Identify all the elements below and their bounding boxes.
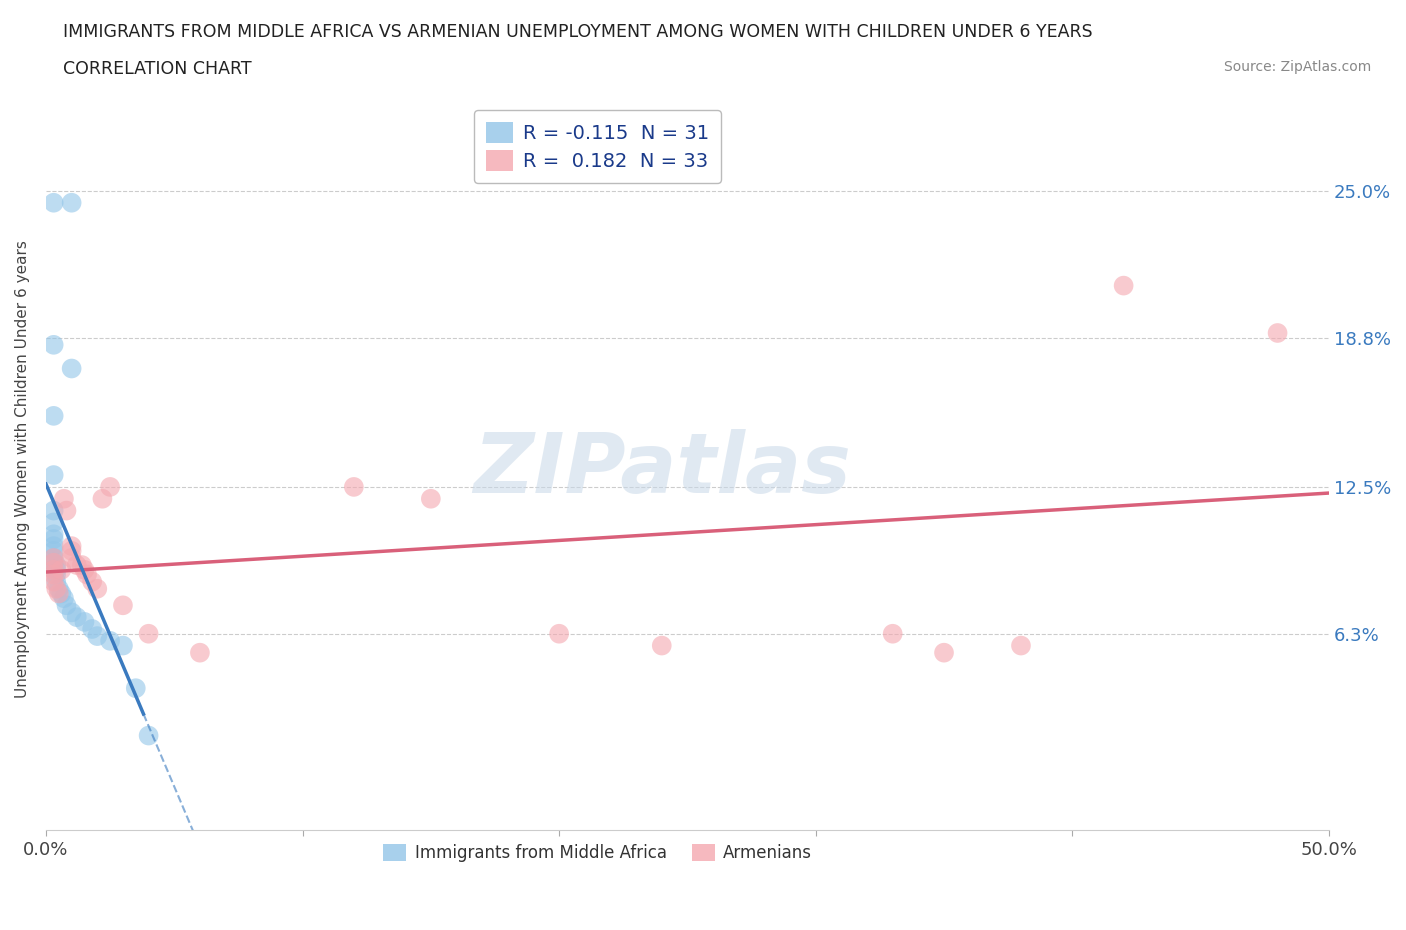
Point (91, 491, 114, 506)
Point (73, 615, 96, 630)
Point (45, 574, 67, 589)
Point (42, 515, 65, 530)
Point (1267, 326, 1289, 340)
Point (45, 567, 67, 582)
Point (48, 586, 70, 601)
Point (651, 638, 673, 653)
Point (98, 480, 121, 495)
Point (111, 598, 134, 613)
Point (55, 598, 77, 613)
Point (42, 551, 65, 565)
Point (42, 468, 65, 483)
Point (42, 338, 65, 352)
Point (73, 563, 96, 578)
Point (111, 638, 134, 653)
Point (45, 563, 67, 578)
Point (42, 555, 65, 570)
Point (60, 605, 83, 620)
Point (98, 633, 121, 648)
Point (882, 626, 904, 641)
Point (42, 526, 65, 541)
Point (932, 645, 955, 660)
Point (52, 591, 75, 605)
Point (60, 195, 83, 210)
Point (343, 480, 366, 495)
Point (66, 610, 89, 625)
Point (70, 558, 93, 573)
Point (42, 567, 65, 582)
Point (1112, 278, 1135, 293)
Point (55, 503, 77, 518)
Text: CORRELATION CHART: CORRELATION CHART (63, 60, 252, 78)
Point (48, 581, 70, 596)
Point (42, 551, 65, 565)
Point (125, 681, 148, 696)
Y-axis label: Unemployment Among Women with Children Under 6 years: Unemployment Among Women with Children U… (15, 240, 30, 698)
Text: Source: ZipAtlas.com: Source: ZipAtlas.com (1223, 60, 1371, 74)
Point (138, 728, 160, 743)
Point (52, 491, 75, 506)
Point (82, 621, 104, 636)
Point (188, 645, 211, 660)
Point (60, 543, 83, 558)
Point (42, 543, 65, 558)
Text: IMMIGRANTS FROM MIDDLE AFRICA VS ARMENIAN UNEMPLOYMENT AMONG WOMEN WITH CHILDREN: IMMIGRANTS FROM MIDDLE AFRICA VS ARMENIA… (63, 23, 1092, 41)
Text: ZIPatlas: ZIPatlas (472, 429, 851, 510)
Point (42, 563, 65, 578)
Point (42, 555, 65, 570)
Point (42, 538, 65, 553)
Point (45, 558, 67, 573)
Point (51, 586, 73, 601)
Point (45, 581, 67, 596)
Point (1010, 638, 1032, 653)
Point (60, 361, 83, 376)
Point (82, 574, 104, 589)
Point (66, 558, 89, 573)
Point (548, 626, 571, 641)
Point (60, 551, 83, 565)
Point (42, 574, 65, 589)
Point (138, 626, 160, 641)
Point (42, 503, 65, 518)
Point (86, 581, 108, 596)
Point (86, 629, 108, 644)
Point (76, 567, 98, 582)
Point (51, 563, 73, 578)
Point (419, 491, 441, 506)
Point (42, 195, 65, 210)
Point (42, 408, 65, 423)
Legend: Immigrants from Middle Africa, Armenians: Immigrants from Middle Africa, Armenians (377, 837, 818, 869)
Point (42, 532, 65, 547)
Point (60, 538, 83, 553)
